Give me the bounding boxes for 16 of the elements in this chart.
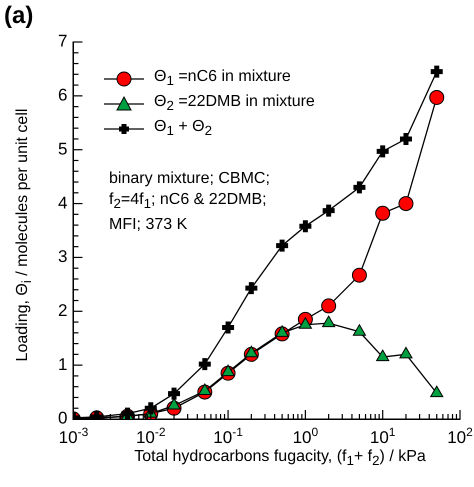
chart-title: (a) xyxy=(4,2,34,30)
legend-label: Θ$_{2}$ =22DMB in mixture xyxy=(154,93,315,114)
annotation: binary mixture; CBMC; xyxy=(109,169,270,189)
y-tick-label: 4 xyxy=(58,193,68,212)
annotation: MFI; 373 K xyxy=(109,215,188,236)
y-tick-label: 1 xyxy=(58,354,68,374)
annotation: f$_{2}$=4f$_{1}$; nC6 & 22DMB; xyxy=(109,190,268,214)
y-tick-label: 5 xyxy=(58,139,68,158)
y-tick-label: 7 xyxy=(58,32,68,51)
y-tick-label: 0 xyxy=(58,408,68,428)
legend-label: Θ$_{1}$ =nC6 in mixture xyxy=(154,68,291,89)
y-tick-label: 6 xyxy=(58,86,68,105)
x-axis-title: Total hydrocarbons fugacity, (f$_{1}$+ f$_{2}$) / kPa xyxy=(133,448,427,468)
y-tick-label: 3 xyxy=(58,247,68,266)
legend-label: Θ$_{1}$ + Θ$_{2}$ xyxy=(154,118,212,139)
y-tick-label: 2 xyxy=(58,300,68,320)
